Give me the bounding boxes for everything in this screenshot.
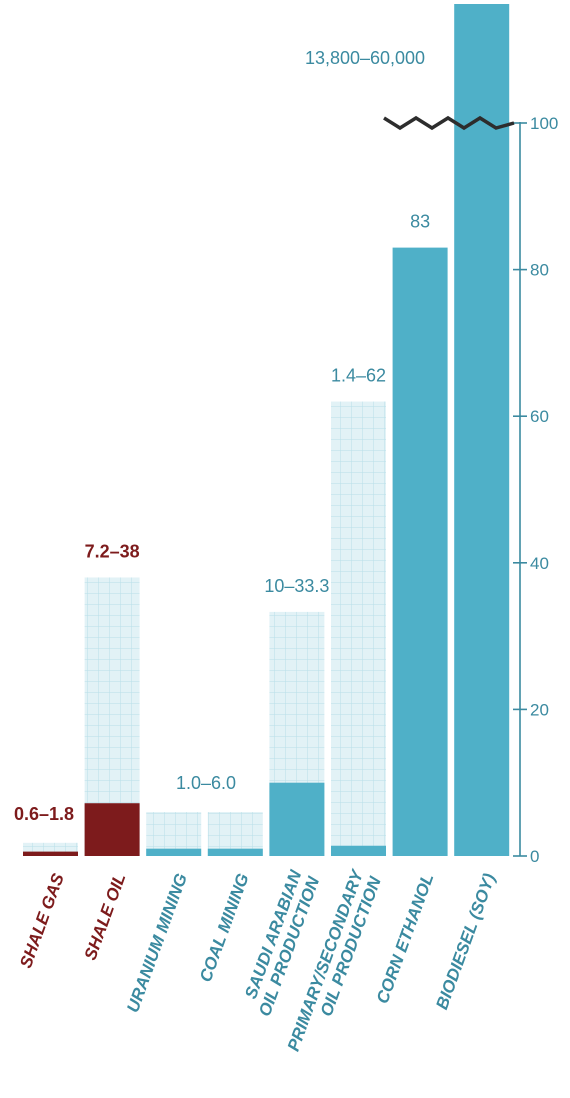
- y-tick-label-100: 100: [530, 114, 558, 133]
- bar-8-category-line-1: BIODIESEL (SOY): [432, 871, 499, 1012]
- bar-2-category-label: SHALE OIL: [81, 871, 130, 963]
- bar-5-low: [269, 782, 325, 856]
- bar-8-value-label: 13,800–60,000: [305, 48, 425, 68]
- bar-8-value: [454, 4, 510, 856]
- bar-7-category-line-1: CORN ETHANOL: [373, 871, 438, 1006]
- bar-5-value-label: 10–33.3: [264, 576, 329, 596]
- bar-2-category-line-1: SHALE OIL: [81, 871, 130, 963]
- bar-2-value-label: 7.2–38: [85, 541, 140, 561]
- bar-4-category-line-1: COAL MINING: [196, 871, 253, 985]
- y-tick-label-0: 0: [530, 847, 539, 866]
- bar-1-value-label: 0.6–1.8: [14, 804, 74, 824]
- bar-6-value-label: 1.4–62: [331, 366, 386, 386]
- bar-4-value-label: 1.0–6.0: [176, 773, 236, 793]
- bar-6-range: [331, 401, 386, 856]
- bar-7-low: [392, 247, 448, 857]
- bar-8-category-label: BIODIESEL (SOY): [432, 871, 499, 1012]
- bar-6-low: [331, 845, 386, 856]
- bar-7-value-label: 83: [410, 212, 430, 232]
- bar-4-category-label: COAL MINING: [196, 871, 253, 985]
- bars-layer: [23, 4, 510, 857]
- bar-3-category-label: URANIUM MINING: [123, 871, 191, 1015]
- y-tick-label-40: 40: [530, 554, 549, 573]
- bar-1-low: [23, 851, 78, 856]
- bar-3-low: [146, 848, 202, 856]
- bar-4-low: [207, 848, 263, 856]
- y-tick-label-60: 60: [530, 407, 549, 426]
- axis-break-icon: [383, 115, 515, 131]
- y-tick-label-20: 20: [530, 700, 549, 719]
- bar-3-category-line-1: URANIUM MINING: [123, 871, 191, 1015]
- bar-1-category-line-1: SHALE GAS: [16, 870, 68, 970]
- bar-7-category-label: CORN ETHANOL: [373, 871, 438, 1006]
- bar-2-low: [84, 803, 140, 856]
- y-tick-label-80: 80: [530, 261, 549, 280]
- bar-1-category-label: SHALE GAS: [16, 870, 68, 970]
- y-axis: 0 20 40 60 80 100: [383, 114, 558, 866]
